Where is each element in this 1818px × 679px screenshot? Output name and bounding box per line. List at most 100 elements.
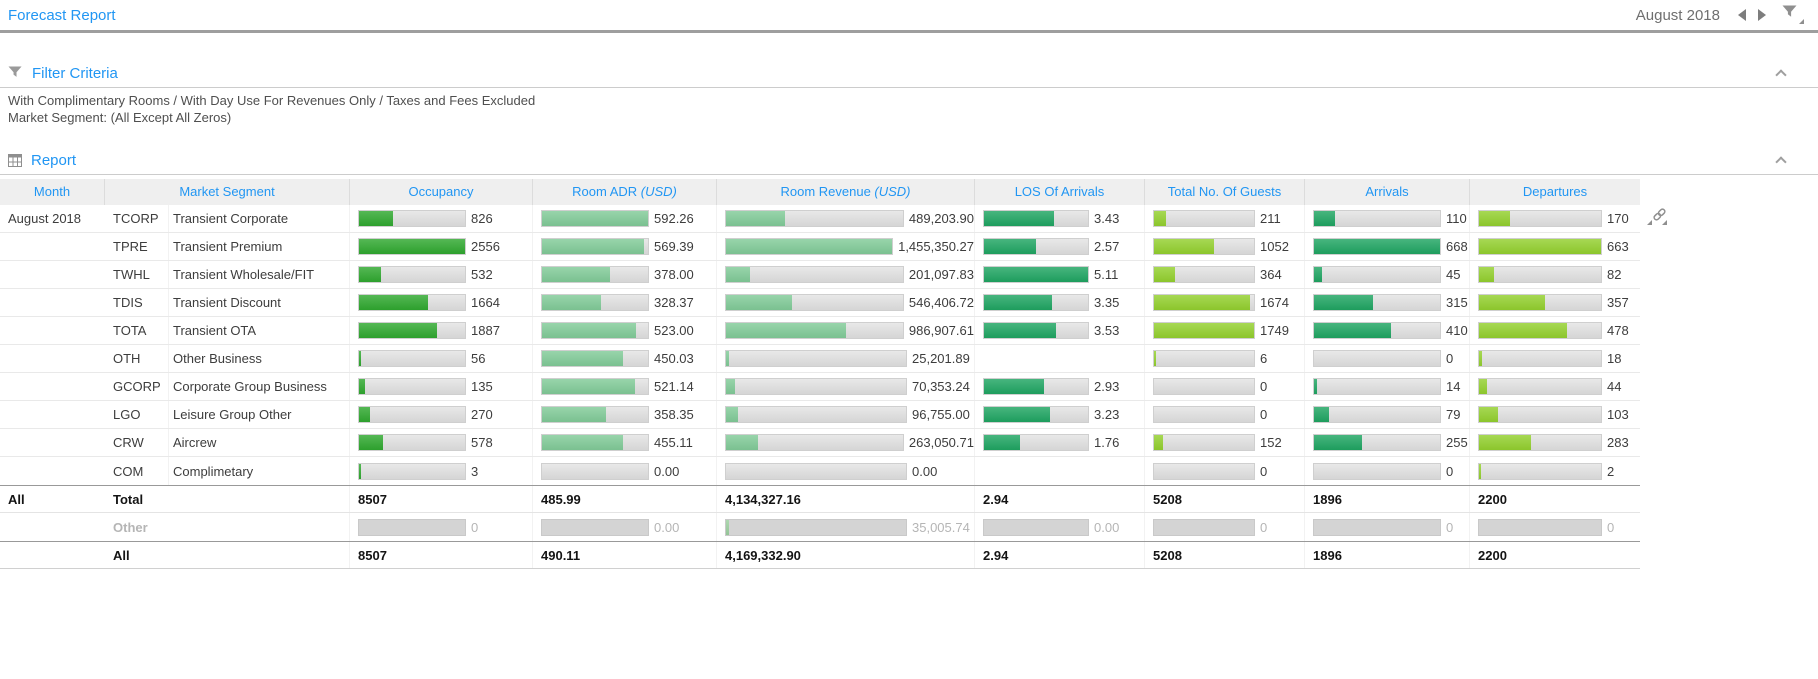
table-row: OTH Other Business 56 450.03 25,201.89 6 0 18 [0, 345, 1640, 373]
summary-value: 485.99 [541, 491, 581, 507]
arrivals-bar-track [1313, 378, 1441, 395]
column-header-occupancy[interactable]: Occupancy [350, 179, 533, 205]
cell-los: 3.35 [975, 289, 1145, 316]
cell-value: 455.11 [654, 435, 693, 450]
report-grid-icon [8, 153, 22, 167]
column-header-segment[interactable]: Market Segment [105, 179, 350, 205]
cell-value: 532 [471, 267, 493, 282]
column-header-arrivals[interactable]: Arrivals [1305, 179, 1470, 205]
summary-cell-departures: 2200 [1470, 542, 1640, 568]
page-title[interactable]: Forecast Report [8, 6, 116, 24]
occupancy-bar-track [358, 238, 466, 255]
occupancy-bar-track [358, 266, 466, 283]
departures-bar-track [1478, 518, 1602, 536]
cell-value: 357 [1607, 295, 1629, 310]
cell-guests: 211 [1145, 205, 1305, 232]
column-header-adr[interactable]: Room ADR (USD) [533, 179, 717, 205]
cell-month [0, 317, 105, 344]
cell-departures: 103 [1470, 401, 1640, 428]
cell-month [0, 261, 105, 288]
departures-bar-track [1478, 462, 1602, 480]
table-row: CRW Aircrew 578 455.11 263,050.71 1.76 152 255 2… [0, 429, 1640, 457]
cell-value: 3.53 [1094, 323, 1120, 338]
revenue-bar-track [725, 266, 904, 283]
summary-value: 5208 [1153, 491, 1182, 507]
summary-cell-los: 0.00 [975, 513, 1145, 541]
adr-bar-track [541, 406, 649, 423]
cell-value: 103 [1607, 407, 1629, 422]
cell-value: 521.14 [654, 379, 694, 394]
dropdown-corner-icon [1799, 19, 1804, 24]
departures-bar-fill [1479, 351, 1483, 366]
report-collapse-button[interactable] [1775, 155, 1788, 168]
summary-value: 0 [1607, 519, 1615, 535]
arrivals-bar-fill [1314, 267, 1323, 282]
cell-value: 1887 [471, 323, 500, 338]
cell-occupancy: 270 [350, 401, 533, 428]
revenue-bar-track [725, 462, 907, 480]
cell-segment-code: TPRE [105, 233, 169, 260]
cell-value: 3.23 [1094, 407, 1120, 422]
cell-arrivals: 410 [1305, 317, 1470, 344]
occupancy-bar-track [358, 378, 466, 395]
summary-value: 35,005.74 [912, 519, 970, 535]
cell-occupancy: 532 [350, 261, 533, 288]
cell-segment-name: Transient OTA [169, 317, 350, 344]
departures-bar-fill [1479, 323, 1567, 338]
guests-bar-track [1153, 518, 1255, 536]
cell-segment-name: Corporate Group Business [169, 373, 350, 400]
cell-revenue: 263,050.71 [717, 429, 975, 456]
cell-segment-name: Other Business [169, 345, 350, 372]
summary-cell-los: 2.94 [975, 542, 1145, 568]
summary-value: 4,169,332.90 [725, 547, 801, 563]
filter-collapse-button[interactable] [1775, 68, 1788, 81]
next-month-icon [1758, 9, 1766, 21]
occupancy-bar-track [358, 322, 466, 339]
departures-bar-track [1478, 294, 1602, 311]
report-title[interactable]: Report [31, 151, 77, 169]
guests-bar-fill [1154, 323, 1254, 338]
cell-value: 0 [1260, 407, 1268, 422]
summary-month [0, 513, 105, 541]
cell-value: 170 [1607, 211, 1629, 226]
next-month-button[interactable] [1752, 5, 1772, 25]
revenue-bar-fill [726, 211, 786, 226]
adr-bar-fill [542, 295, 601, 310]
kebab-menu-button[interactable] [1646, 209, 1652, 226]
cell-departures: 82 [1470, 261, 1640, 288]
column-header-los[interactable]: LOS Of Arrivals [975, 179, 1145, 205]
column-header-revenue[interactable]: Room Revenue (USD) [717, 179, 975, 205]
filter-criteria-header[interactable]: Filter Criteria [0, 59, 1818, 87]
summary-cell-occupancy: 8507 [350, 486, 533, 512]
summary-row-other: Other 0 0.00 35,005.74 0.00 0 0 0 [0, 513, 1640, 541]
cell-value: 450.03 [654, 351, 694, 366]
cell-value: 25,201.89 [912, 351, 970, 366]
top-bar: Forecast Report August 2018 [0, 0, 1818, 30]
summary-value: 5208 [1153, 547, 1182, 563]
los-bar-fill [984, 379, 1044, 394]
cell-value: 315 [1446, 295, 1468, 310]
departures-bar-track [1478, 266, 1602, 283]
prev-month-icon [1738, 9, 1746, 21]
departures-bar-fill [1479, 379, 1488, 394]
summary-label: Total [105, 486, 350, 512]
column-header-departures[interactable]: Departures [1470, 179, 1640, 205]
cell-value: 1664 [471, 295, 500, 310]
departures-bar-track [1478, 378, 1602, 395]
cell-value: 56 [471, 351, 486, 366]
cell-value: 201,097.83 [908, 267, 974, 282]
summary-value: 8507 [358, 547, 387, 563]
filter-dropdown-button[interactable] [1782, 5, 1804, 25]
occupancy-bar-track [358, 462, 466, 480]
column-header-label: Room Revenue [780, 184, 871, 199]
column-header-month[interactable]: Month [0, 179, 105, 205]
summary-value: 0.00 [1094, 519, 1120, 535]
prev-month-button[interactable] [1732, 5, 1752, 25]
column-header-guests[interactable]: Total No. Of Guests [1145, 179, 1305, 205]
filter-criteria-title[interactable]: Filter Criteria [32, 64, 118, 82]
report-header[interactable]: Report [0, 146, 1818, 174]
link-button[interactable] [1652, 208, 1667, 226]
summary-value: 1896 [1313, 491, 1342, 507]
cell-value: 3.35 [1094, 295, 1120, 310]
revenue-bar-fill [726, 323, 846, 338]
